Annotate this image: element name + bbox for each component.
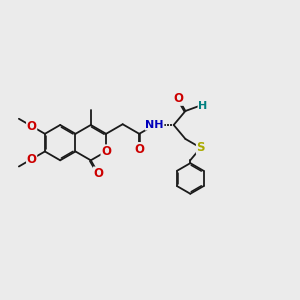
Text: S: S [196, 141, 205, 154]
Text: O: O [173, 92, 183, 105]
Text: O: O [134, 142, 144, 156]
Text: NH: NH [145, 120, 164, 130]
Text: O: O [93, 167, 103, 180]
Text: O: O [27, 153, 37, 166]
Text: O: O [101, 145, 111, 158]
Text: H: H [198, 101, 207, 111]
Text: O: O [27, 120, 37, 133]
